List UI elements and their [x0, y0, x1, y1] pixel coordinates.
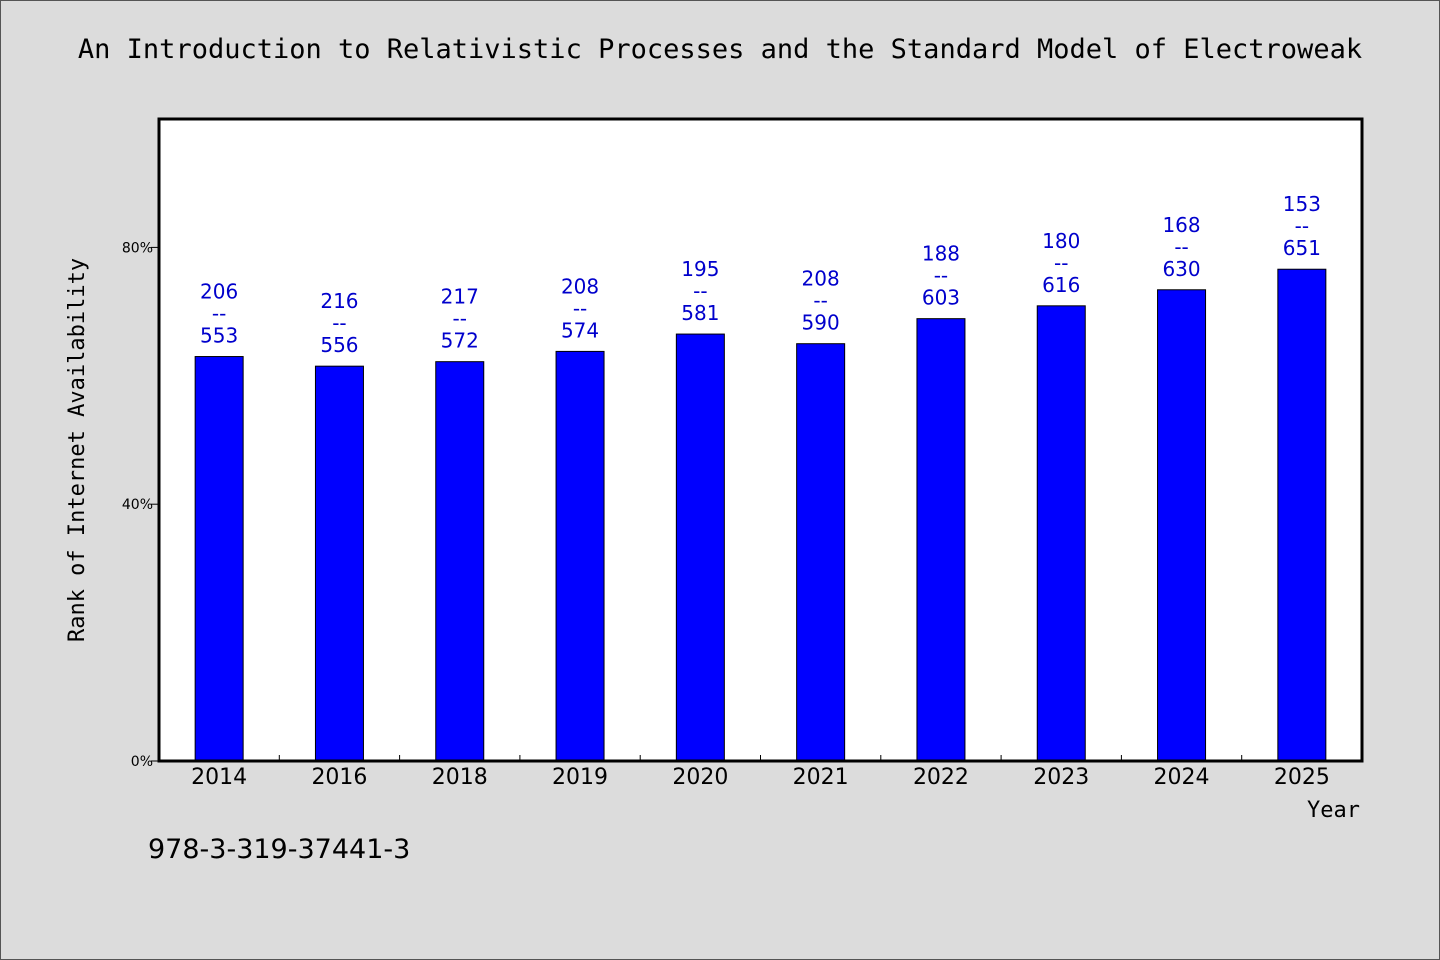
- data-label-2014-0: 206: [200, 280, 238, 304]
- x-tick-label-2024: 2024: [1154, 765, 1210, 790]
- plot-border: [157, 117, 1364, 763]
- data-label-2021-1: --: [813, 289, 827, 313]
- data-label-2016-0: 216: [320, 289, 358, 313]
- data-label-2014-1: --: [212, 302, 226, 326]
- bar-2021: [796, 343, 846, 762]
- data-label-2019-0: 208: [561, 274, 599, 298]
- x-tick-label-2016: 2016: [311, 765, 367, 790]
- bar-2022: [916, 318, 966, 762]
- bar-2016: [314, 365, 364, 762]
- x-tick-label-2019: 2019: [552, 765, 608, 790]
- chart-title: An Introduction to Relativistic Processe…: [77, 34, 1363, 65]
- data-label-2020-2: 581: [681, 301, 719, 325]
- data-label-2024-2: 630: [1162, 257, 1200, 281]
- data-label-2018-1: --: [453, 307, 467, 331]
- data-label-2018-2: 572: [441, 329, 479, 353]
- x-tick-label-2020: 2020: [672, 765, 728, 790]
- y-tick-label-0: 0%: [131, 754, 153, 770]
- data-label-2023-0: 180: [1042, 229, 1080, 253]
- bar-2025: [1277, 268, 1327, 762]
- data-label-2019-1: --: [573, 296, 587, 320]
- y-axis-title: Rank of Internet Availability: [65, 258, 90, 642]
- data-label-2016-1: --: [332, 311, 346, 335]
- x-axis-title: Year: [1307, 798, 1360, 823]
- data-label-2023-1: --: [1054, 251, 1068, 275]
- data-label-2020-0: 195: [681, 257, 719, 281]
- bar-2019: [555, 350, 605, 762]
- x-tick-label-2022: 2022: [913, 765, 969, 790]
- y-tick-label-2: 80%: [122, 240, 153, 256]
- isbn-text: 978-3-319-37441-3: [148, 834, 411, 865]
- bar-2014: [194, 356, 244, 762]
- x-tick-label-2023: 2023: [1033, 765, 1089, 790]
- data-label-2022-1: --: [934, 264, 948, 288]
- x-tick-label-2014: 2014: [191, 765, 247, 790]
- data-label-2024-1: --: [1174, 235, 1188, 259]
- bar-2024: [1157, 289, 1207, 762]
- data-label-2025-1: --: [1295, 214, 1309, 238]
- data-label-2025-0: 153: [1283, 192, 1321, 216]
- data-label-2025-2: 651: [1283, 236, 1321, 260]
- data-label-2021-0: 208: [802, 267, 840, 291]
- data-label-2020-1: --: [693, 279, 707, 303]
- data-label-2014-2: 553: [200, 324, 238, 348]
- data-label-2019-2: 574: [561, 318, 599, 342]
- x-tick-label-2021: 2021: [793, 765, 849, 790]
- data-label-2023-2: 616: [1042, 273, 1080, 297]
- bar-2020: [675, 333, 725, 762]
- data-label-2024-0: 168: [1162, 213, 1200, 237]
- x-tick-label-2018: 2018: [432, 765, 488, 790]
- y-tick-label-1: 40%: [122, 497, 153, 513]
- data-label-2022-2: 603: [922, 286, 960, 310]
- bar-2023: [1036, 305, 1086, 762]
- data-label-2016-2: 556: [320, 333, 358, 357]
- data-label-2021-2: 590: [802, 311, 840, 335]
- x-tick-label-2025: 2025: [1274, 765, 1330, 790]
- bar-2018: [435, 361, 485, 762]
- data-label-2018-0: 217: [441, 285, 479, 309]
- data-label-2022-0: 188: [922, 242, 960, 266]
